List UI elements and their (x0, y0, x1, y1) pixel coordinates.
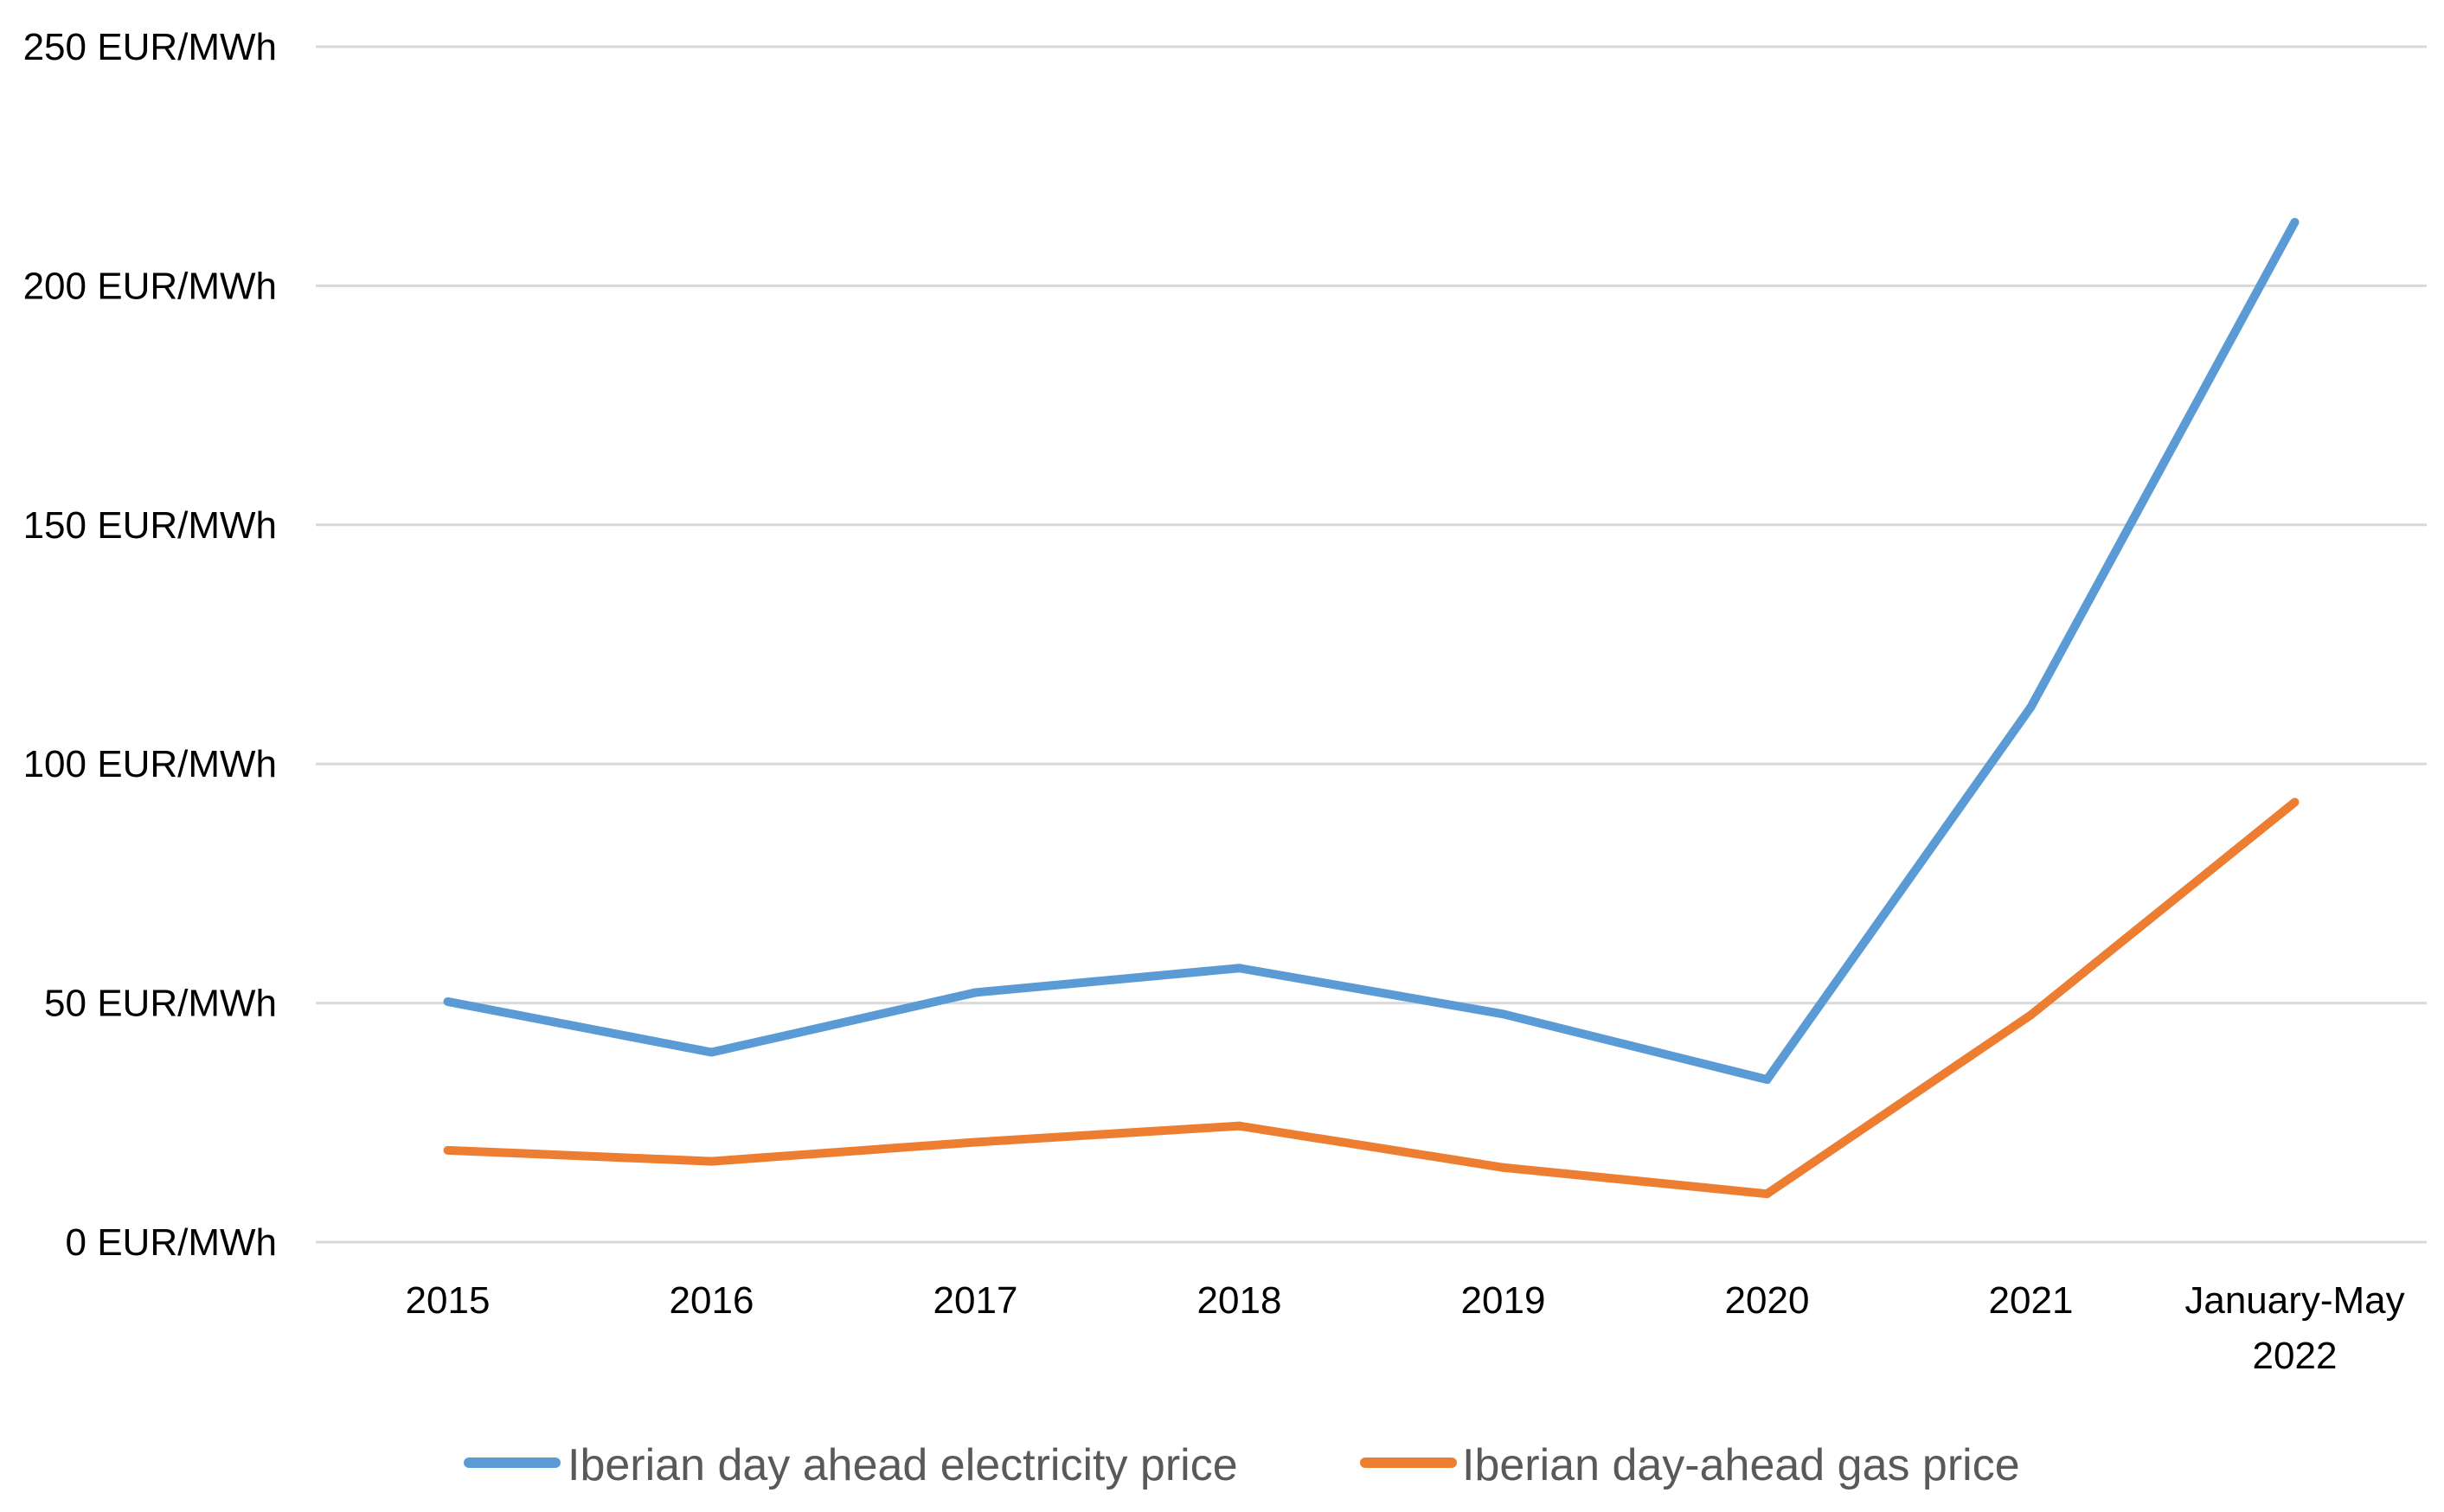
series-line-electricity (446, 220, 2299, 1085)
y-tick-label: 0 EUR/MWh (66, 1221, 277, 1264)
data-point (2026, 1010, 2036, 1020)
data-point (2026, 702, 2036, 712)
x-tick-label: 2015 (406, 1279, 491, 1322)
x-tick-label-line: 2018 (1197, 1279, 1282, 1322)
data-point (1235, 1121, 1244, 1131)
y-tick-label: 100 EUR/MWh (23, 743, 277, 785)
data-point (971, 988, 980, 997)
x-tick-label-line: 2019 (1461, 1279, 1546, 1322)
x-tick-label: 2020 (1725, 1279, 1810, 1322)
data-point (2290, 798, 2300, 807)
gridlines (316, 45, 2427, 1244)
data-point (1498, 1163, 1508, 1172)
x-tick-label-line: 2021 (1989, 1279, 2074, 1322)
x-tick-label: January-May 2022 (2184, 1279, 2404, 1377)
x-tick-label: 2019 (1461, 1279, 1546, 1322)
x-tick-label-line: 2016 (670, 1279, 754, 1322)
data-point (2290, 217, 2300, 227)
y-tick-label: 250 EUR/MWh (23, 26, 277, 68)
data-point (1235, 964, 1244, 973)
y-axis-tick-labels: 0 EUR/MWh 50 EUR/MWh 100 EUR/MWh 150 EUR/MW… (23, 26, 277, 1264)
x-tick-label-line: 2015 (406, 1279, 491, 1322)
data-point (443, 1145, 452, 1155)
data-point (707, 1156, 716, 1166)
x-tick-label-line: 2020 (1725, 1279, 1810, 1322)
x-tick-label: 2021 (1989, 1279, 2074, 1322)
legend-label: Iberian day ahead electricity price (568, 1440, 1238, 1490)
data-point (443, 996, 452, 1006)
data-point (707, 1048, 716, 1057)
y-tick-label: 150 EUR/MWh (23, 504, 277, 547)
series-line-gas (447, 798, 2298, 1199)
legend: Iberian day ahead electricity price Iberi… (464, 1440, 2020, 1490)
y-tick-label: 200 EUR/MWh (23, 265, 277, 307)
x-axis-tick-labels: 2015 2016 2017 2018 2019 2020 2021 January-May 2… (406, 1279, 2405, 1377)
series-lines (443, 217, 2300, 1199)
data-point (1498, 1009, 1508, 1019)
data-point (1762, 1075, 1772, 1085)
x-tick-label: 2016 (670, 1279, 754, 1322)
data-point (1762, 1189, 1772, 1199)
x-tick-label-line: 2022 (2253, 1335, 2338, 1377)
y-tick-label: 50 EUR/MWh (44, 983, 277, 1025)
x-tick-label: 2017 (933, 1279, 1018, 1322)
data-point (971, 1137, 980, 1147)
x-tick-label: 2018 (1197, 1279, 1282, 1322)
x-tick-label-line: 2017 (933, 1279, 1018, 1322)
x-tick-label-line: January-May (2184, 1279, 2404, 1322)
legend-label: Iberian day-ahead gas price (1462, 1440, 2020, 1490)
